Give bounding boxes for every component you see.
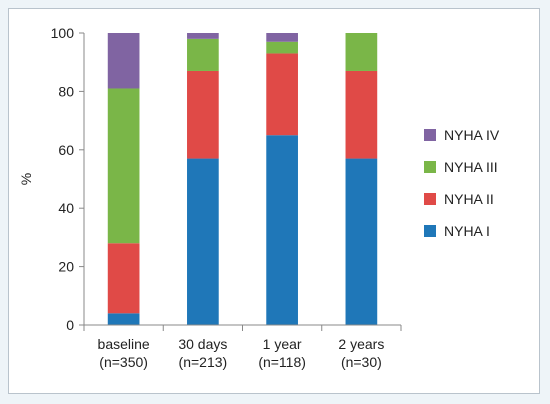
bar-segment-nyha-iv <box>266 33 298 42</box>
x-category-label: (n=213) <box>179 354 228 370</box>
y-axis-title: % <box>18 173 34 185</box>
x-category-label: (n=30) <box>341 354 382 370</box>
bar-segment-nyha-iii <box>107 88 140 244</box>
bar-segment-nyha-iii <box>187 38 219 71</box>
x-category-label: 1 year <box>263 336 302 352</box>
y-tick-label: 0 <box>66 317 74 333</box>
x-category-label: (n=118) <box>258 354 306 370</box>
bar-segment-nyha-ii <box>107 243 140 314</box>
bar-segment-nyha-i <box>345 158 378 325</box>
y-tick-label: 40 <box>58 200 74 216</box>
legend-swatch-nyha-ii <box>424 193 436 205</box>
x-category-label: 30 days <box>178 336 227 352</box>
bar-segment-nyha-ii <box>345 70 378 159</box>
legend-label-nyha-iv: NYHA IV <box>444 127 500 143</box>
y-tick-label: 100 <box>51 25 75 41</box>
x-category-label: (n=350) <box>99 354 148 370</box>
chart-frame: 0 20 40 60 80 100% baseline (n=350) 30 days (n=21… <box>8 8 540 394</box>
legend-swatch-nyha-iii <box>424 161 436 173</box>
bar-segment-nyha-ii <box>187 70 219 159</box>
bar-segment-nyha-i <box>107 313 140 325</box>
bar-segment-nyha-iii <box>266 41 298 54</box>
y-tick-label: 80 <box>58 83 74 99</box>
legend-label-nyha-ii: NYHA II <box>444 191 494 207</box>
y-tick-label: 60 <box>58 142 74 158</box>
y-tick-label: 20 <box>58 259 74 275</box>
legend-swatch-nyha-i <box>424 225 436 237</box>
bar-segment-nyha-iii <box>345 33 378 71</box>
legend-label-nyha-i: NYHA I <box>444 223 490 239</box>
bar-segment-nyha-i <box>187 158 219 325</box>
bar-segment-nyha-iv <box>107 33 140 89</box>
bar-segment-nyha-i <box>266 135 298 325</box>
stacked-bar-chart: 0 20 40 60 80 100% baseline (n=350) 30 days (n=21… <box>18 25 500 370</box>
x-category-label: baseline <box>98 336 150 352</box>
x-category-label: 2 years <box>338 336 384 352</box>
bar-segment-nyha-iv <box>187 33 219 39</box>
bar-segment-nyha-ii <box>266 53 298 136</box>
legend-swatch-nyha-iv <box>424 129 436 141</box>
legend-label-nyha-iii: NYHA III <box>444 159 498 175</box>
